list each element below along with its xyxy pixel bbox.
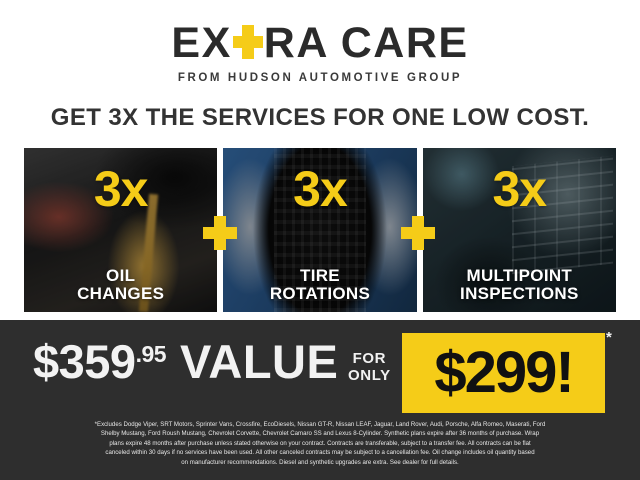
offer-multiplier: 3x <box>492 161 548 217</box>
offer-label-line1: MULTIPOINT <box>466 266 573 286</box>
offer-label-line2: ROTATIONS <box>269 283 371 303</box>
offer-panel-tire-rotations: 3x TIRE ROTATIONS <box>223 148 417 312</box>
offer-label-line2: INSPECTIONS <box>460 283 579 303</box>
logo-text-part1: EX <box>171 19 232 67</box>
for-only-line2: ONLY <box>348 367 391 385</box>
price-row: $359.95 VALUE FOR ONLY $299! * <box>0 328 640 414</box>
fineprint-line: on manufacturer recommendations. Diesel … <box>181 458 459 466</box>
page-headline: GET 3X THE SERVICES FOR ONE LOW COST. <box>50 104 590 131</box>
for-only-line1: FOR <box>352 350 387 367</box>
offer-label: TIRE ROTATIONS <box>223 267 416 302</box>
offer-label: OIL CHANGES <box>24 267 217 302</box>
offer-label-line2: CHANGES <box>77 283 165 303</box>
plus-separator-icon <box>203 216 237 250</box>
fineprint-line: *Excludes Dodge Viper, SRT Motors, Sprin… <box>94 421 546 428</box>
offer-multiplier: 3x <box>93 161 149 217</box>
original-value-amount: $359 <box>33 335 136 388</box>
for-only-label: FOR ONLY <box>348 350 391 385</box>
panel-scrim <box>223 148 417 312</box>
offer-panel-multipoint-inspections: 3x MULTIPOINT INSPECTIONS <box>422 148 616 312</box>
plus-separator-icon <box>401 216 435 250</box>
offer-label-line1: TIRE <box>300 266 340 286</box>
price-band: $359.95 VALUE FOR ONLY $299! * *Excludes … <box>0 320 640 480</box>
offer-label-line1: OIL <box>106 266 136 286</box>
legal-fineprint: *Excludes Dodge Viper, SRT Motors, Sprin… <box>28 420 612 467</box>
offer-multiplier: 3x <box>293 161 348 217</box>
panel-scrim <box>422 148 616 312</box>
offer-label: MULTIPOINT INSPECTIONS <box>423 267 616 302</box>
oil-pour-photo <box>24 148 218 312</box>
logo-text-part2: RA CARE <box>263 19 469 67</box>
tire-photo <box>223 148 417 312</box>
sale-price-box: $299! <box>402 333 605 413</box>
offer-panels: 3x OIL CHANGES 3x TIRE ROTATIONS 3x MULT… <box>24 148 616 312</box>
price-asterisk: * <box>606 329 612 346</box>
original-value: $359.95 VALUE <box>33 338 338 385</box>
logo-wordmark: EX RA CARE <box>171 22 468 65</box>
brand-logo: EX RA CARE FROM HUDSON AUTOMOTIVE GROUP <box>0 22 640 85</box>
logo-tagline: FROM HUDSON AUTOMOTIVE GROUP <box>177 72 463 84</box>
plus-cross-icon <box>232 23 263 61</box>
value-word: VALUE <box>180 335 339 388</box>
fineprint-line: plans expire 48 months after purchase un… <box>109 439 531 447</box>
offer-panel-oil-changes: 3x OIL CHANGES <box>24 148 218 312</box>
panel-scrim <box>24 148 218 312</box>
sale-price: $299! <box>434 340 574 405</box>
fineprint-line: canceled within 30 days if no services h… <box>105 449 535 457</box>
diagnostics-laptop-photo <box>422 148 616 312</box>
original-value-cents: .95 <box>135 341 167 367</box>
fineprint-line: Shelby Mustang, Ford Roush Mustang, Chev… <box>100 430 540 438</box>
